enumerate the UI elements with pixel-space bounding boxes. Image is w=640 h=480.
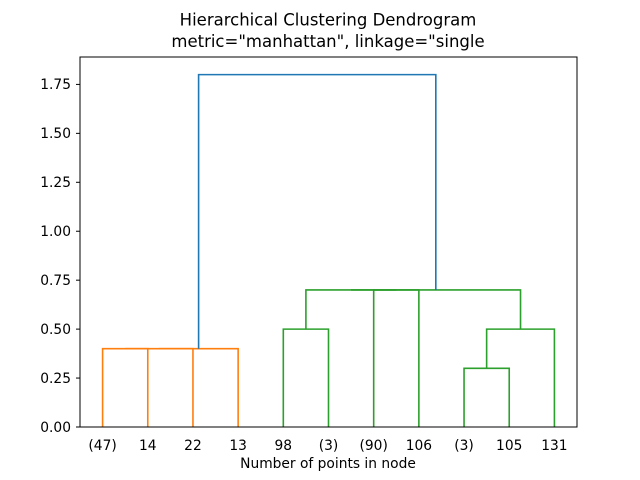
x-tick-label: (90) xyxy=(360,438,388,454)
x-tick-label: 131 xyxy=(541,438,567,454)
y-axis-ticks: 0.00 0.25 0.50 0.75 1.00 1.25 1.50 1.75 xyxy=(40,77,80,436)
chart-title: Hierarchical Clustering Dendrogram xyxy=(180,11,477,30)
x-tick-label: 13 xyxy=(229,438,247,454)
dendrogram-link xyxy=(197,73,437,349)
y-tick-label: 1.00 xyxy=(40,224,71,240)
plot-frame xyxy=(79,56,578,428)
y-tick-label: 0.75 xyxy=(40,273,71,289)
x-tick-label: (3) xyxy=(454,438,474,454)
dendrogram-link xyxy=(351,289,522,330)
dendrogram-link xyxy=(125,347,194,427)
y-tick-label: 1.75 xyxy=(40,77,71,93)
x-tick-label: 98 xyxy=(275,438,293,454)
x-tick-label: 14 xyxy=(139,438,157,454)
dendrogram-link xyxy=(463,367,511,427)
x-tick-label: (47) xyxy=(88,438,116,454)
x-axis-label: Number of points in node xyxy=(240,456,416,472)
dendrogram-link xyxy=(282,328,330,427)
y-tick-label: 0.25 xyxy=(40,371,71,387)
dendrogram-links xyxy=(101,73,556,427)
y-tick-label: 0.00 xyxy=(40,420,71,436)
y-tick-label: 0.50 xyxy=(40,322,71,338)
dendrogram-link xyxy=(485,328,556,427)
y-tick-label: 1.25 xyxy=(40,175,71,191)
y-tick-label: 1.50 xyxy=(40,126,71,142)
dendrogram-link xyxy=(101,347,149,427)
x-tick-label: 106 xyxy=(406,438,432,454)
x-tick-label: (3) xyxy=(319,438,339,454)
chart-subtitle: metric="manhattan", linkage="single xyxy=(171,32,484,51)
x-tick-label: 105 xyxy=(496,438,522,454)
dendrogram-link xyxy=(305,289,397,330)
x-axis-tick-labels: (47) 14 22 13 98 (3) (90) 106 (3) 105 131 xyxy=(88,438,567,454)
x-tick-label: 22 xyxy=(184,438,202,454)
dendrogram-link xyxy=(159,347,239,427)
dendrogram-link xyxy=(372,289,420,427)
